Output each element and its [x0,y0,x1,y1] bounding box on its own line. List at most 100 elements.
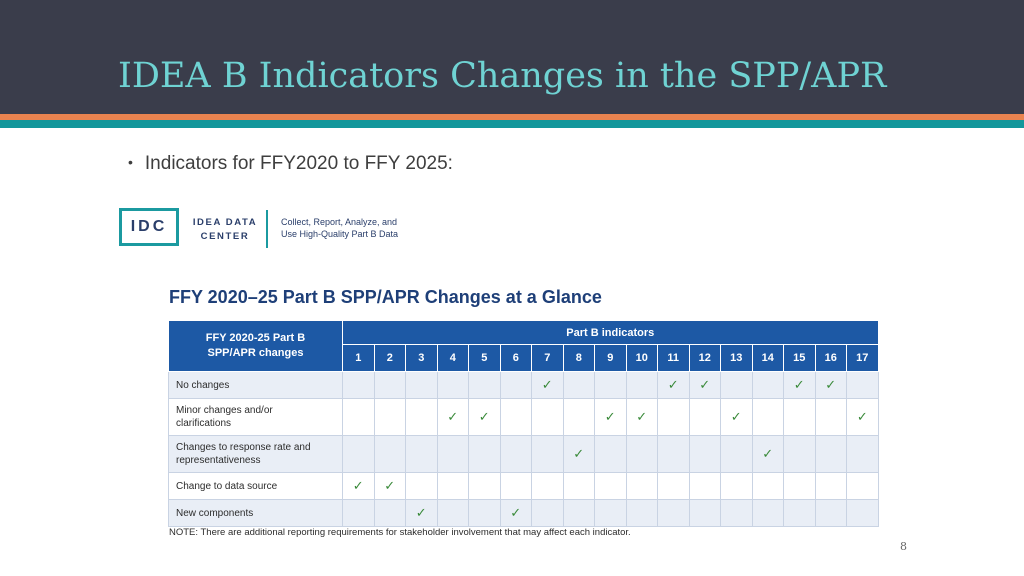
cell-indicator-6 [499,398,532,436]
row-label-line2: representativeness [176,455,261,466]
checkmark-icon: ✓ [510,505,522,520]
header-stripe-orange [0,114,1024,120]
cell-indicator-10 [625,371,658,399]
cell-indicator-3 [405,398,438,436]
checkmark-icon: ✓ [699,377,711,392]
cell-indicator-2: ✓ [373,472,406,500]
cell-indicator-11: ✓ [657,371,690,399]
cell-indicator-8 [562,472,595,500]
cell-indicator-1: ✓ [342,472,375,500]
cell-indicator-6 [499,435,532,473]
cell-indicator-14 [751,371,784,399]
table-row: New components ✓ ✓ [168,499,879,527]
cell-indicator-5 [468,499,501,527]
cell-indicator-17 [846,499,879,527]
cell-indicator-16 [814,472,847,500]
cell-indicator-9 [594,472,627,500]
cell-indicator-9 [594,435,627,473]
cell-indicator-7 [531,472,564,500]
bullet-text: Indicators for FFY2020 to FFY 2025: [144,153,453,174]
checkmark-icon: ✓ [636,409,648,424]
cell-indicator-17 [846,472,879,500]
logo-tagline-line2: Use High-Quality Part B Data [281,229,399,239]
indicator-header-5: 5 [468,344,501,372]
table-row: No changes ✓ ✓ ✓ ✓ ✓ [168,371,879,399]
cell-indicator-17 [846,371,879,399]
cell-indicator-2 [373,398,406,436]
cell-indicator-13 [720,371,753,399]
checkmark-icon: ✓ [856,409,868,424]
logo-abbr: IDC [130,218,168,235]
bullet-dot-icon: • [128,154,133,170]
cell-indicator-9: ✓ [594,398,627,436]
cell-indicator-13 [720,472,753,500]
cell-indicator-12 [688,398,721,436]
cell-indicator-2 [373,371,406,399]
cell-indicator-10: ✓ [625,398,658,436]
checkmark-icon: ✓ [604,409,616,424]
slide-header [0,0,1024,114]
logo-name-line2: CENTER [200,231,250,242]
checkmark-icon: ✓ [793,377,805,392]
cell-indicator-17 [846,435,879,473]
indicator-header-16: 16 [814,344,847,372]
checkmark-icon: ✓ [478,409,490,424]
table-row: Change to data source ✓ ✓ [168,472,879,500]
indicator-header-10: 10 [625,344,658,372]
cell-indicator-11 [657,435,690,473]
indicator-header-9: 9 [594,344,627,372]
cell-indicator-12: ✓ [688,371,721,399]
row-label-line2: clarifications [176,418,232,429]
cell-indicator-6 [499,472,532,500]
cell-indicator-17: ✓ [846,398,879,436]
cell-indicator-14 [751,398,784,436]
cell-indicator-16 [814,499,847,527]
indicator-header-8: 8 [562,344,595,372]
row-label: New components [168,499,343,527]
indicator-header-14: 14 [751,344,784,372]
indicator-header-11: 11 [657,344,690,372]
bullet-item: • Indicators for FFY2020 to FFY 2025: [128,153,453,175]
cell-indicator-9 [594,371,627,399]
cell-indicator-10 [625,435,658,473]
cell-indicator-7 [531,499,564,527]
cell-indicator-14 [751,472,784,500]
table-row: Changes to response rate and representati… [168,435,879,473]
logo-tagline: Collect, Report, Analyze, and Use High-Q… [281,216,431,240]
cell-indicator-4 [436,435,469,473]
cell-indicator-13 [720,499,753,527]
cell-indicator-3 [405,371,438,399]
cell-indicator-4: ✓ [436,398,469,436]
cell-indicator-16: ✓ [814,371,847,399]
logo-name-line1: IDEA DATA [192,217,258,228]
indicator-header-12: 12 [688,344,721,372]
cell-indicator-8 [562,499,595,527]
cell-indicator-11 [657,472,690,500]
cell-indicator-8 [562,371,595,399]
logo-tagline-line1: Collect, Report, Analyze, and [281,217,398,227]
cell-indicator-1 [342,435,375,473]
indicators-group-header: Part B indicators [342,320,879,345]
cell-indicator-11 [657,499,690,527]
cell-indicator-2 [373,435,406,473]
cell-indicator-1 [342,371,375,399]
corner-line1: FFY 2020-25 Part B [205,332,306,344]
row-label: Changes to response rate and representati… [168,435,343,473]
cell-indicator-15 [783,435,816,473]
cell-indicator-6 [499,371,532,399]
header-stripe-teal [0,120,1024,128]
cell-indicator-15 [783,499,816,527]
row-label: No changes [168,371,343,399]
cell-indicator-12 [688,472,721,500]
slide-title: IDEA B Indicators Changes in the SPP/APR [118,56,887,96]
table-row: Minor changes and/or clarifications ✓ ✓ ✓ ✓ ✓ ✓ [168,398,879,436]
cell-indicator-15 [783,398,816,436]
checkmark-icon: ✓ [384,478,396,493]
cell-indicator-7 [531,398,564,436]
indicator-header-17: 17 [846,344,879,372]
cell-indicator-15 [783,472,816,500]
cell-indicator-3 [405,435,438,473]
checkmark-icon: ✓ [352,478,364,493]
changes-table: FFY 2020-25 Part B SPP/APR changes Part … [168,320,879,527]
table-corner-header: FFY 2020-25 Part B SPP/APR changes [168,320,343,372]
